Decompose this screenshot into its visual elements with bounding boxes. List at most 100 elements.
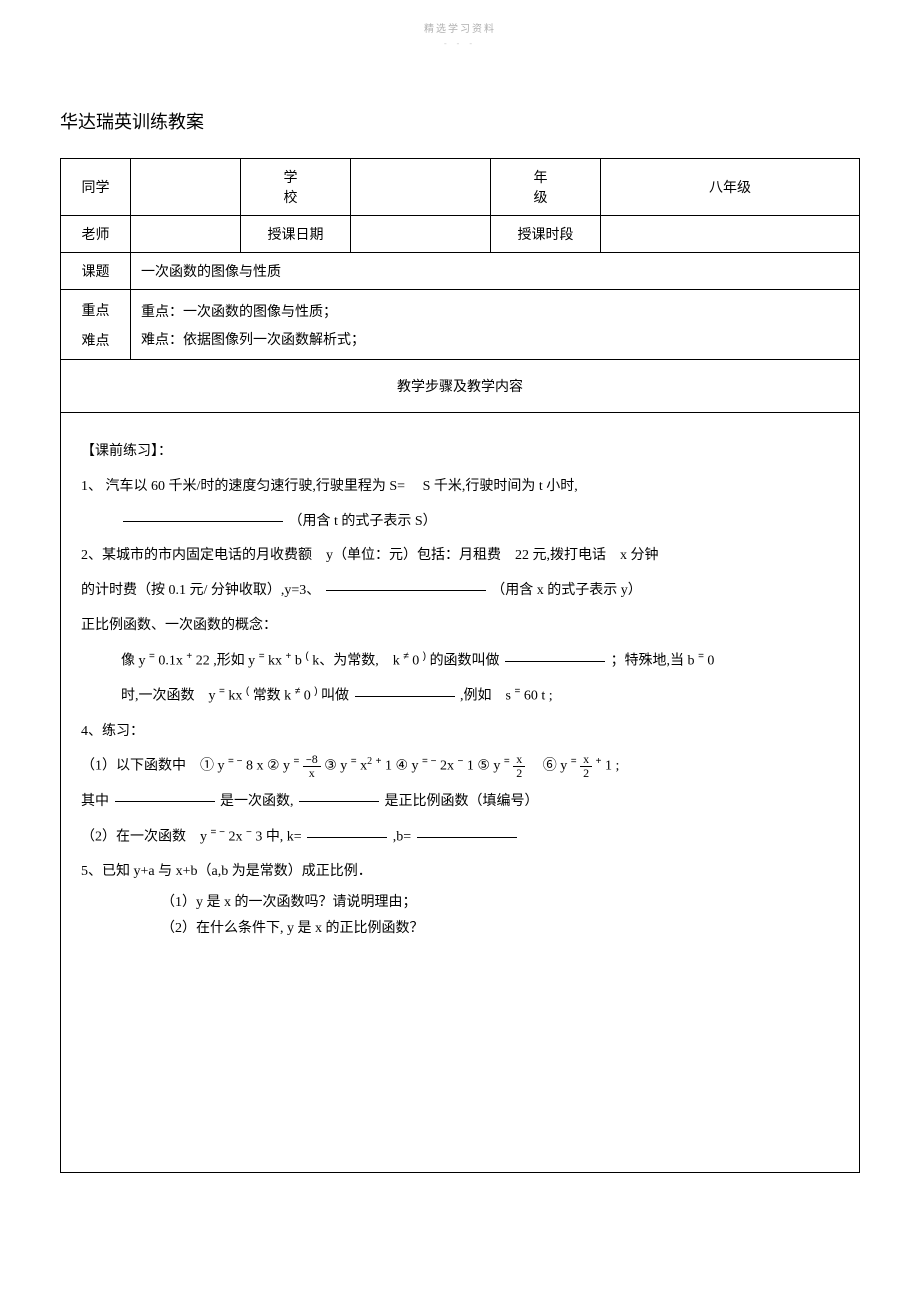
school-label: 学 校 bbox=[241, 159, 351, 216]
t: 的函数叫做 bbox=[430, 653, 500, 668]
t: （1）以下函数中 ① y bbox=[81, 759, 225, 774]
pre-exercise-heading: 【课前练习】： bbox=[81, 437, 839, 468]
q5-b: （1）y 是 x 的一次函数吗？请说明理由； bbox=[81, 892, 839, 914]
blank-line bbox=[417, 837, 517, 838]
t: 2x bbox=[228, 829, 242, 844]
period-value bbox=[601, 216, 860, 253]
t: 0.1x bbox=[158, 653, 183, 668]
q2-line2: 的计时费（按 0.1 元/ 分钟收取）,y=3、 （用含 x 的式子表示 y） bbox=[81, 576, 839, 607]
content-body: 【课前练习】： 1、 汽车以 60 千米/时的速度匀速行驶,行驶里程为 S= S… bbox=[60, 413, 860, 1173]
section-title: 教学步骤及教学内容 bbox=[60, 360, 860, 413]
q4-1: （1）以下函数中 ① y = − 8 x ② y = −8 x ③ y = x2… bbox=[81, 751, 839, 782]
teacher-label: 老师 bbox=[61, 216, 131, 253]
t: 常数 k bbox=[253, 689, 292, 704]
t: ③ y bbox=[324, 759, 347, 774]
keypoint-value: 重点：一次函数的图像与性质； 难点：依据图像列一次函数解析式； bbox=[131, 290, 860, 360]
t: 是一次函数, bbox=[220, 794, 294, 809]
t: ,例如 s bbox=[460, 689, 511, 704]
paren-icon: ) bbox=[423, 651, 426, 662]
neq-icon: ≠ bbox=[295, 686, 301, 697]
q1-text-b: S 千米,行驶时间为 t 小时, bbox=[423, 479, 578, 494]
q3-line1: 像 y = 0.1x + 22 ,形如 y = kx + b ( k、为常数, … bbox=[81, 646, 839, 677]
school-value bbox=[351, 159, 491, 216]
keypoint-label: 重点 难点 bbox=[61, 290, 131, 360]
q1-text-a: 1、 汽车以 60 千米/时的速度匀速行驶,行驶里程为 S= bbox=[81, 479, 405, 494]
teacher-value bbox=[131, 216, 241, 253]
neq-icon: ≠ bbox=[403, 651, 409, 662]
t: k、为常数, k bbox=[312, 653, 400, 668]
t: 0 bbox=[707, 653, 714, 668]
t: kx bbox=[228, 689, 242, 704]
paren-icon: ( bbox=[246, 686, 249, 697]
q3-line2: 时,一次函数 y = kx ( 常数 k ≠ 0 ) 叫做 ,例如 s = 60… bbox=[81, 681, 839, 712]
paren-icon: ) bbox=[314, 686, 317, 697]
eq-icon: = − bbox=[228, 756, 242, 767]
q2-text-c: （用含 x 的式子表示 y） bbox=[491, 583, 642, 598]
eq-icon: = bbox=[571, 756, 577, 767]
date-value bbox=[351, 216, 491, 253]
plus-icon: + bbox=[596, 756, 602, 767]
blank-line bbox=[299, 801, 379, 802]
student-label: 同学 bbox=[61, 159, 131, 216]
t: （2）在一次函数 y bbox=[81, 829, 207, 844]
q2-line1: 2、某城市的市内固定电话的月收费额 y（单位：元）包括：月租费 22 元,拨打电… bbox=[81, 541, 839, 572]
t: 叫做 bbox=[321, 689, 349, 704]
plus-icon: + bbox=[186, 651, 192, 662]
eq-icon: = bbox=[351, 756, 357, 767]
blank-line bbox=[307, 837, 387, 838]
watermark-sub: - - - bbox=[60, 39, 860, 48]
t: 22 ,形如 y bbox=[196, 653, 256, 668]
t: ,b= bbox=[393, 829, 411, 844]
grade-value: 八年级 bbox=[601, 159, 860, 216]
t: 是正比例函数（填编号） bbox=[385, 794, 539, 809]
t: 1 ; bbox=[605, 759, 619, 774]
student-value bbox=[131, 159, 241, 216]
blank-line bbox=[115, 801, 215, 802]
kd-label-1: 重点 bbox=[71, 300, 120, 320]
eq-icon: = − bbox=[211, 827, 225, 838]
date-label: 授课日期 bbox=[241, 216, 351, 253]
q1: 1、 汽车以 60 千米/时的速度匀速行驶,行驶里程为 S= S 千米,行驶时间… bbox=[81, 472, 839, 503]
blank-line bbox=[505, 661, 605, 662]
meta-table: 同学 学 校 年 级 八年级 老师 授课日期 授课时段 课题 一次函数的图像与性… bbox=[60, 158, 860, 360]
equals-icon: = bbox=[698, 651, 704, 662]
topic-label: 课题 bbox=[61, 253, 131, 290]
blank-line bbox=[355, 696, 455, 697]
kd-label-2: 难点 bbox=[71, 330, 120, 350]
t: 时,一次函数 y bbox=[121, 689, 216, 704]
period-label: 授课时段 bbox=[491, 216, 601, 253]
t: kx bbox=[268, 653, 282, 668]
watermark: 精选学习资料 bbox=[60, 20, 860, 35]
blank-line bbox=[123, 521, 283, 522]
t: 像 y bbox=[121, 653, 146, 668]
t: 0 bbox=[304, 689, 311, 704]
equals-icon: = bbox=[149, 651, 155, 662]
q2-text-b: 的计时费（按 0.1 元/ 分钟收取）,y=3、 bbox=[81, 583, 320, 598]
t: 8 x ② y bbox=[246, 759, 290, 774]
kd-line-1: 重点：一次函数的图像与性质； bbox=[141, 301, 849, 321]
blank-line bbox=[326, 590, 486, 591]
equals-icon: = bbox=[219, 686, 225, 697]
fraction: x 2 bbox=[580, 753, 592, 780]
t: 60 t ; bbox=[524, 689, 553, 704]
q4-1-tail: 其中 是一次函数, 是正比例函数（填编号） bbox=[81, 787, 839, 818]
eq-icon: = bbox=[294, 756, 300, 767]
q5-c: （2）在什么条件下, y 是 x 的正比例函数？ bbox=[81, 918, 839, 940]
paren-icon: ( bbox=[305, 651, 308, 662]
plus-icon: + bbox=[376, 756, 382, 767]
document-title: 华达瑞英训练教案 bbox=[60, 108, 860, 134]
plus-icon: + bbox=[286, 651, 292, 662]
equals-icon: = bbox=[514, 686, 520, 697]
t: 0 bbox=[412, 653, 419, 668]
minus-icon: − bbox=[458, 756, 464, 767]
eq-icon: = bbox=[504, 756, 510, 767]
q4-heading: 4、练习： bbox=[81, 717, 839, 748]
q5-a: 5、已知 y+a 与 x+b（a,b 为是常数）成正比例． bbox=[81, 857, 839, 888]
q3-heading: 正比例函数、一次函数的概念： bbox=[81, 611, 839, 642]
t: 3 中, k= bbox=[255, 829, 301, 844]
t: ；特殊地,当 b bbox=[611, 653, 695, 668]
t: b bbox=[295, 653, 302, 668]
q1-text-c: （用含 t 的式子表示 S） bbox=[289, 514, 437, 529]
t: ⑥ y bbox=[543, 759, 568, 774]
kd-line-2: 难点：依据图像列一次函数解析式； bbox=[141, 329, 849, 349]
